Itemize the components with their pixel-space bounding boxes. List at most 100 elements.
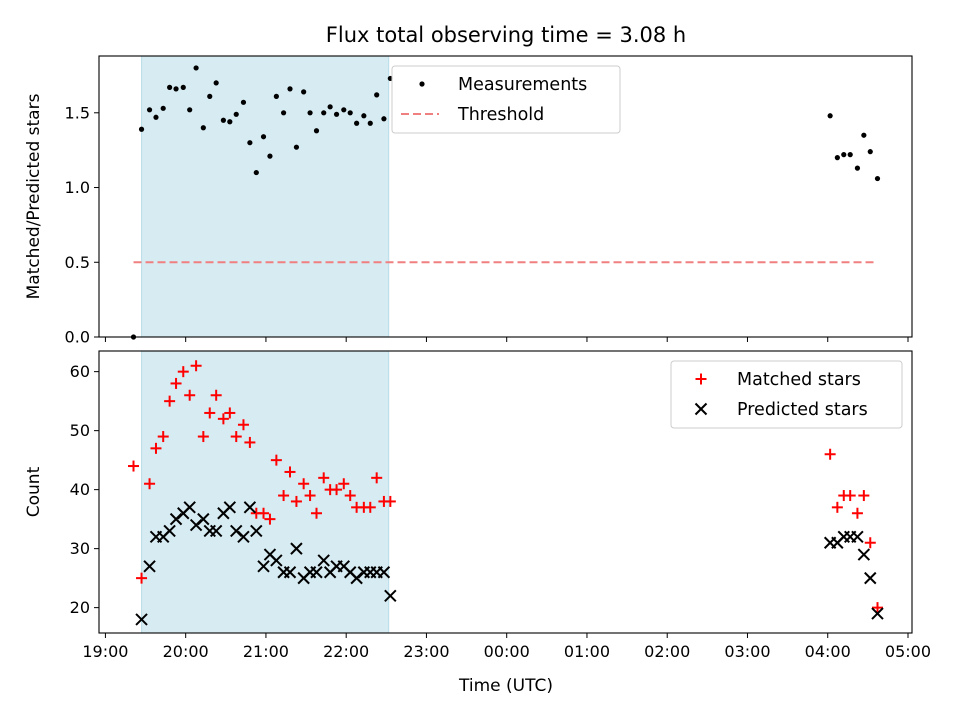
data-point (377, 566, 391, 579)
legend: Measurements Threshold (391, 65, 621, 134)
data-point (260, 134, 267, 140)
legend: Matched stars Predicted stars (670, 360, 903, 429)
legend-box (391, 65, 621, 134)
data-point (864, 537, 876, 549)
data-point (307, 110, 313, 116)
data-point (374, 92, 380, 98)
data-point (284, 466, 296, 478)
data-point (287, 86, 293, 92)
data-point (827, 113, 833, 119)
data-point (253, 169, 259, 176)
data-point (153, 114, 159, 120)
series-predicted-stars (135, 501, 884, 626)
data-point-b (209, 524, 223, 538)
data-point (213, 80, 219, 86)
data-point (280, 110, 287, 116)
x-tick-label: 01:00 (564, 642, 610, 661)
legend-label: Measurements (458, 75, 587, 95)
y-tick-label: 50 (70, 421, 90, 440)
data-point (371, 472, 383, 484)
data-point (244, 436, 256, 448)
data-point-b (317, 554, 330, 567)
data-point (204, 407, 216, 419)
data-point (278, 490, 290, 502)
data-point (138, 126, 145, 132)
data-point (367, 120, 373, 126)
data-point (173, 86, 179, 92)
data-point (857, 548, 871, 561)
x-tick-label: 20:00 (163, 642, 209, 661)
data-point (864, 571, 877, 585)
data-point-b (263, 548, 277, 561)
data-point (364, 501, 376, 513)
data-point-b (135, 613, 148, 626)
data-point-b (343, 566, 357, 579)
x-tick-label: 04:00 (805, 642, 851, 661)
data-point (341, 107, 347, 113)
data-point (247, 140, 253, 146)
data-point (354, 120, 360, 126)
data-point-b (163, 524, 176, 538)
data-point-b (197, 512, 210, 526)
data-point (224, 407, 236, 419)
data-point (183, 501, 196, 514)
data-point-b (270, 554, 283, 567)
data-point-b (851, 530, 864, 544)
legend-swatch (695, 373, 707, 385)
data-point-b (223, 501, 237, 514)
data-point (167, 84, 173, 90)
data-point (146, 107, 153, 113)
data-point (270, 554, 283, 567)
y-axis-title: Count (24, 466, 44, 517)
data-point (871, 602, 883, 614)
data-point (841, 152, 847, 158)
data-point (867, 149, 873, 155)
panel-1: 0.0 0.5 1.0 1.5 Matched/Predicted stars Measu… (24, 55, 913, 347)
data-point (270, 454, 282, 466)
data-point (264, 513, 276, 525)
x-tick-label: 22:00 (323, 642, 369, 661)
data-point-b (871, 607, 884, 620)
data-point (384, 589, 397, 603)
data-point (304, 490, 316, 502)
x-tick-label: 21:00 (243, 642, 289, 661)
y-tick-label: 1.5 (65, 103, 90, 122)
data-point (333, 111, 340, 117)
data-point (223, 501, 237, 514)
legend-swatch-b (694, 402, 708, 416)
data-point (321, 110, 327, 116)
data-point (180, 84, 186, 90)
data-point (144, 478, 156, 490)
data-point (854, 165, 861, 171)
y-tick-label: 0.5 (65, 253, 90, 272)
series-matched-stars (128, 360, 883, 614)
data-point-b (243, 501, 257, 514)
data-point-b (290, 542, 303, 555)
data-point (381, 116, 387, 122)
panel-2: 20 30 40 50 60 19:00 20:00 21:00 22:00 23:00 00:00… (24, 350, 931, 661)
data-point (164, 395, 176, 407)
data-point (344, 490, 356, 502)
data-point (310, 507, 322, 519)
data-point (217, 413, 229, 425)
data-point-b (337, 560, 350, 573)
data-point-b (183, 501, 196, 514)
x-axis-title: Time (UTC) (458, 676, 553, 696)
x-tick-label: 03:00 (724, 642, 770, 661)
data-point-b (230, 524, 243, 538)
x-tick-label: 02:00 (644, 642, 690, 661)
data-point (170, 377, 182, 389)
data-point (143, 560, 156, 573)
data-point (220, 117, 226, 123)
data-point-b (257, 560, 270, 573)
data-point (847, 152, 853, 158)
data-point (834, 155, 840, 161)
data-point (290, 495, 302, 507)
data-point-b (857, 548, 871, 561)
legend-label: Predicted stars (737, 400, 868, 420)
legend-box (670, 360, 903, 429)
series-measurements (130, 65, 881, 340)
data-point (157, 431, 169, 443)
